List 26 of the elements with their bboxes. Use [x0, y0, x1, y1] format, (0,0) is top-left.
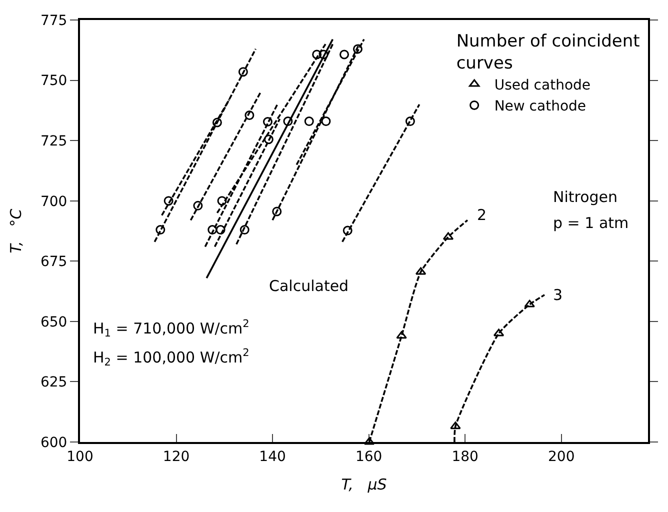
x-tick-label: 140 [259, 448, 286, 465]
annotation: H$_{2}$ = 100,000 W/cm$^{2}$ [93, 347, 250, 368]
y-axis-title: T, °C [7, 208, 26, 254]
x-tick-label: 160 [355, 448, 382, 465]
y-tick-label: 700 [40, 194, 68, 210]
legend-title: Number of coincident curves [456, 31, 640, 74]
annotation: H$_{1}$ = 710,000 W/cm$^{2}$ [93, 318, 250, 340]
annotation: 3 [553, 286, 563, 304]
y-tick-label: 650 [40, 314, 68, 330]
x-tick-label: 200 [548, 448, 575, 465]
y-tick-label: 750 [40, 73, 68, 90]
legend-label: Used cathode [494, 77, 591, 94]
annotation: Calculated [269, 277, 349, 295]
y-tick-label: 675 [40, 254, 68, 270]
x-tick-label: 180 [452, 448, 478, 465]
annotation: Nitrogen [553, 188, 618, 206]
x-tick-label: 100 [66, 448, 94, 465]
y-tick-label: 725 [40, 133, 68, 150]
y-tick-label: 600 [40, 434, 68, 451]
y-tick-label: 625 [40, 374, 68, 391]
annotation: p = 1 atm [553, 214, 629, 232]
x-axis-title: T, μS [341, 475, 388, 494]
annotation: 2 [477, 206, 487, 224]
y-tick-label: 775 [40, 12, 68, 29]
x-tick-label: 120 [162, 448, 190, 465]
legend-label: New cathode [494, 98, 586, 115]
